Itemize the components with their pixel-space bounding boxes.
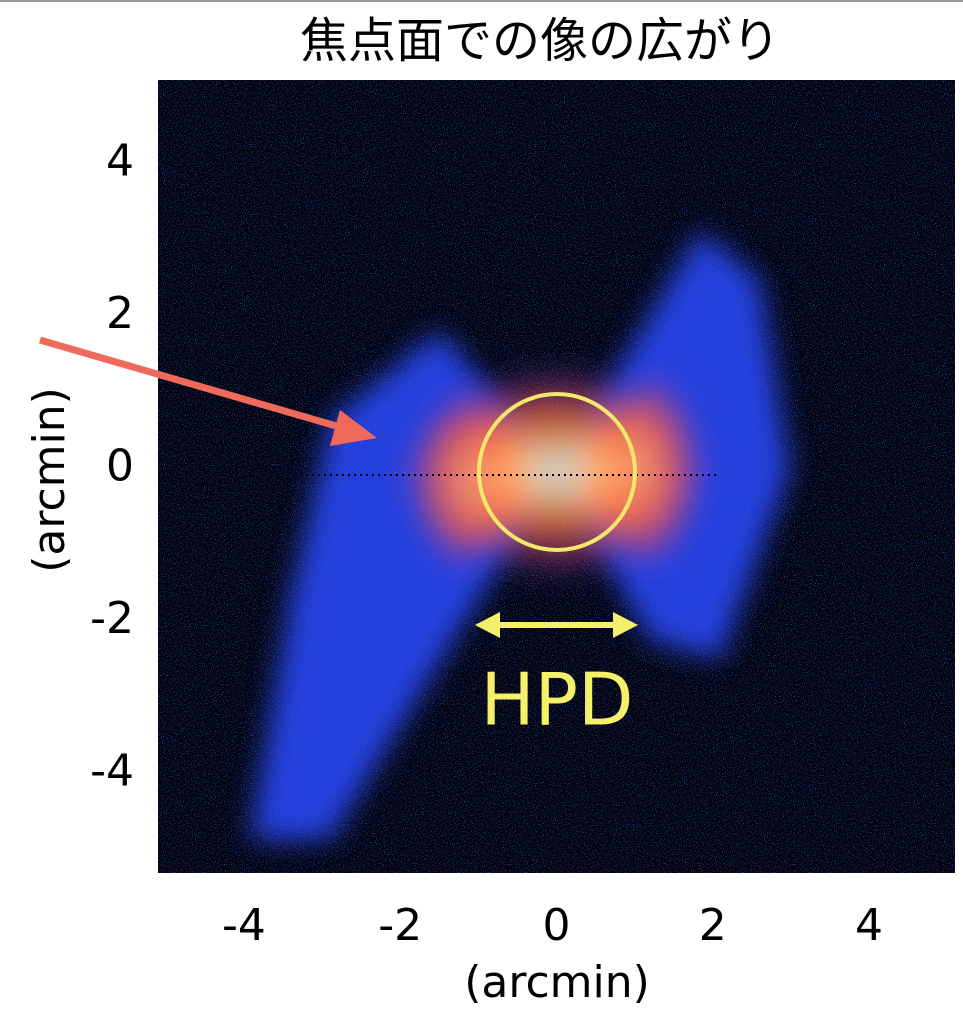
- y-axis-label: (arcmin): [24, 387, 75, 573]
- y-tick-label: 4: [106, 136, 134, 187]
- x-tick-label: -4: [222, 900, 266, 951]
- x-axis-label: (arcmin): [464, 957, 650, 1008]
- hpd-circle: [477, 392, 637, 552]
- image: [158, 80, 955, 873]
- hpd-arrow: [475, 612, 638, 638]
- chart-title: 焦点面での像の広がり: [300, 13, 780, 69]
- y-tick-label: -2: [90, 593, 134, 644]
- x-tick-label: 0: [543, 900, 571, 951]
- annotation: HPD: [481, 658, 634, 742]
- top-border: [0, 0, 963, 2]
- x-tick-label: -2: [378, 900, 422, 951]
- y-tick-label: -4: [90, 746, 134, 797]
- pointer-arrow: [39, 336, 377, 446]
- y-tick-label: 2: [106, 288, 134, 339]
- x-tick-label: 4: [855, 900, 883, 951]
- x-tick-label: 2: [699, 900, 727, 951]
- y-tick-label: 0: [106, 441, 134, 492]
